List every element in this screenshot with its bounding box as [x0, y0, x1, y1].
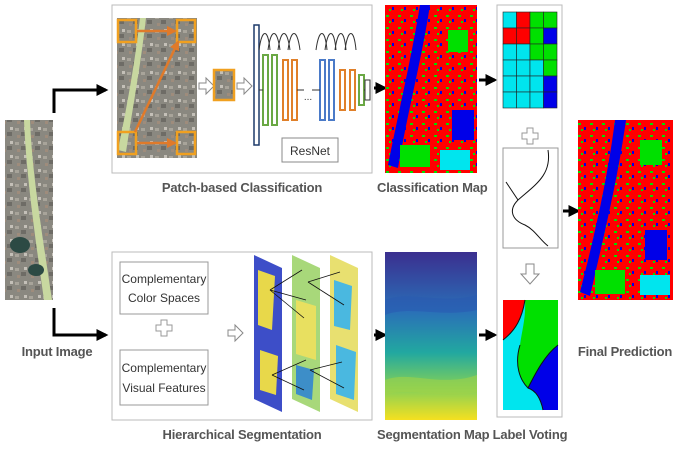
voting-grid-cell	[529, 11, 544, 29]
voting-grid-cell	[529, 27, 544, 45]
patch-image	[116, 18, 197, 158]
boundary-sketch	[502, 147, 559, 249]
voting-grid-cell	[543, 43, 558, 61]
down-hollow-arrow	[519, 263, 541, 285]
input-image	[5, 120, 53, 300]
single-patch	[212, 68, 236, 102]
input-image-label: Input Image	[21, 344, 93, 359]
voting-grid-cell	[502, 59, 517, 77]
resnet-schematic: ...	[253, 24, 371, 146]
visual-features-line2: Visual Features	[122, 381, 205, 395]
visual-features-box	[119, 349, 209, 406]
resnet-label: ResNet	[290, 144, 331, 158]
plus-icon	[155, 319, 173, 337]
segmentation-layers	[254, 255, 358, 412]
voting-grid-cell	[529, 59, 544, 77]
voting-grid-cell	[529, 75, 544, 93]
color-spaces-line2: Color Spaces	[128, 291, 200, 305]
input-arrows	[52, 84, 109, 341]
voting-grid-cell	[543, 59, 558, 77]
resnet-label-box: ResNet	[281, 137, 339, 163]
hollow-arrows-top	[198, 76, 253, 96]
voting-grid-cell	[502, 91, 517, 109]
classification-map-label: Classification Map	[377, 180, 488, 195]
voted-result	[502, 299, 559, 411]
final-prediction-map	[578, 120, 673, 300]
color-spaces-line1: Complementary	[122, 272, 207, 286]
voting-grid-cell	[502, 11, 517, 29]
hollow-arrow-bottom	[227, 323, 244, 343]
ellipsis-text: ...	[304, 92, 312, 103]
voting-grid-cell	[543, 27, 558, 45]
final-prediction-label: Final Prediction	[577, 344, 673, 359]
voting-grid-cell	[516, 11, 531, 29]
voting-grid-cell	[516, 27, 531, 45]
voting-grid-cell	[502, 27, 517, 45]
voting-grid-cell	[502, 43, 517, 61]
voting-grid-cell	[543, 75, 558, 93]
voting-grid-cell	[543, 91, 558, 109]
voting-grid	[502, 11, 558, 109]
color-spaces-box	[119, 261, 209, 315]
hierarchical-segmentation-label: Hierarchical Segmentation	[162, 427, 322, 442]
voting-grid-cell	[516, 59, 531, 77]
segmentation-map-label: Segmentation Map	[377, 427, 490, 442]
voting-grid-cell	[516, 91, 531, 109]
label-voting-label: Label Voting	[492, 427, 568, 442]
segmentation-map	[385, 252, 477, 420]
voting-grid-cell	[529, 43, 544, 61]
voting-grid-cell	[516, 43, 531, 61]
visual-features-line1: Complementary	[122, 361, 207, 375]
voting-grid-cell	[529, 91, 544, 109]
voting-grid-cell	[543, 11, 558, 29]
voting-grid-cell	[516, 75, 531, 93]
patch-classification-label: Patch-based Classification	[161, 180, 323, 195]
voting-plus-icon	[521, 127, 539, 145]
voting-grid-cell	[502, 75, 517, 93]
classification-map	[385, 5, 477, 173]
